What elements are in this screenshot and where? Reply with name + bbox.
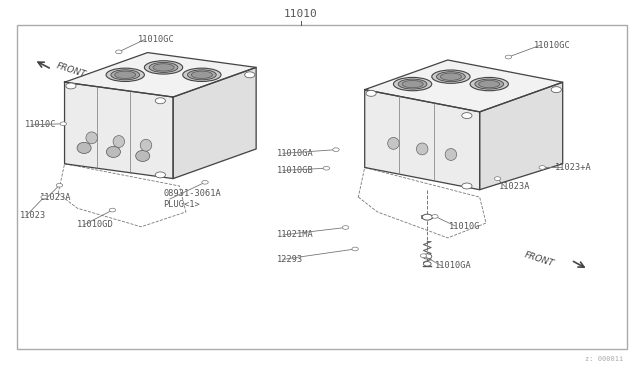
- Circle shape: [352, 247, 358, 251]
- FancyBboxPatch shape: [17, 25, 627, 349]
- Text: FRONT: FRONT: [55, 61, 87, 79]
- Ellipse shape: [77, 142, 91, 154]
- Text: 11010GD: 11010GD: [77, 221, 114, 230]
- Text: 11023A: 11023A: [40, 193, 72, 202]
- Text: 11010: 11010: [284, 9, 317, 19]
- Ellipse shape: [136, 150, 150, 161]
- Ellipse shape: [388, 137, 399, 149]
- Text: 11023: 11023: [20, 211, 46, 220]
- Circle shape: [41, 195, 47, 199]
- Circle shape: [539, 166, 545, 169]
- Ellipse shape: [188, 70, 216, 80]
- Circle shape: [202, 180, 208, 184]
- Ellipse shape: [394, 77, 432, 91]
- Circle shape: [422, 214, 433, 220]
- Circle shape: [551, 87, 561, 93]
- Ellipse shape: [191, 71, 212, 78]
- Text: 11010GA: 11010GA: [435, 261, 472, 270]
- Ellipse shape: [475, 79, 504, 89]
- Circle shape: [424, 262, 431, 266]
- Ellipse shape: [470, 77, 508, 91]
- Circle shape: [366, 90, 376, 96]
- Text: 08931-3061A
PLUG<1>: 08931-3061A PLUG<1>: [164, 189, 221, 209]
- Ellipse shape: [115, 71, 136, 78]
- Text: 11010GC: 11010GC: [138, 35, 175, 44]
- Circle shape: [462, 113, 472, 119]
- Circle shape: [333, 148, 339, 151]
- Ellipse shape: [86, 132, 97, 144]
- Circle shape: [420, 254, 427, 257]
- Circle shape: [156, 172, 166, 178]
- Circle shape: [244, 72, 255, 78]
- Circle shape: [56, 183, 63, 187]
- Circle shape: [60, 122, 67, 126]
- Text: 11010GB: 11010GB: [276, 166, 314, 175]
- Ellipse shape: [106, 146, 120, 157]
- Circle shape: [109, 208, 116, 212]
- Ellipse shape: [402, 80, 423, 88]
- Text: 11010GA: 11010GA: [276, 149, 314, 158]
- Polygon shape: [65, 52, 256, 97]
- Circle shape: [156, 98, 166, 104]
- Circle shape: [462, 183, 472, 189]
- Circle shape: [423, 254, 432, 259]
- Circle shape: [494, 177, 500, 180]
- Circle shape: [66, 83, 76, 89]
- Ellipse shape: [113, 136, 125, 147]
- Text: 12293: 12293: [276, 255, 303, 264]
- Polygon shape: [479, 82, 563, 190]
- Text: FRONT: FRONT: [523, 250, 555, 269]
- Circle shape: [116, 50, 122, 54]
- Circle shape: [432, 215, 438, 218]
- Ellipse shape: [145, 61, 182, 74]
- Ellipse shape: [153, 64, 174, 71]
- Ellipse shape: [436, 72, 465, 82]
- Text: z: 00001i: z: 00001i: [585, 356, 623, 362]
- Text: 11010C: 11010C: [25, 121, 56, 129]
- Ellipse shape: [149, 62, 178, 73]
- Polygon shape: [65, 82, 173, 179]
- Ellipse shape: [111, 70, 140, 80]
- Text: 11023A: 11023A: [499, 182, 531, 191]
- Polygon shape: [365, 60, 563, 112]
- Ellipse shape: [445, 148, 457, 160]
- Polygon shape: [173, 67, 256, 179]
- Ellipse shape: [440, 73, 461, 80]
- Circle shape: [342, 226, 349, 230]
- Circle shape: [505, 55, 511, 59]
- Text: 11023+A: 11023+A: [555, 163, 592, 172]
- Ellipse shape: [398, 79, 427, 89]
- Polygon shape: [365, 90, 479, 190]
- Ellipse shape: [106, 68, 145, 81]
- Ellipse shape: [479, 80, 500, 88]
- Ellipse shape: [140, 139, 152, 151]
- Ellipse shape: [417, 143, 428, 155]
- Text: 11021MA: 11021MA: [276, 230, 314, 240]
- Ellipse shape: [432, 70, 470, 83]
- Circle shape: [323, 166, 330, 170]
- Text: 11010G: 11010G: [449, 221, 481, 231]
- Text: 11010GC: 11010GC: [534, 41, 571, 50]
- Ellipse shape: [182, 68, 221, 81]
